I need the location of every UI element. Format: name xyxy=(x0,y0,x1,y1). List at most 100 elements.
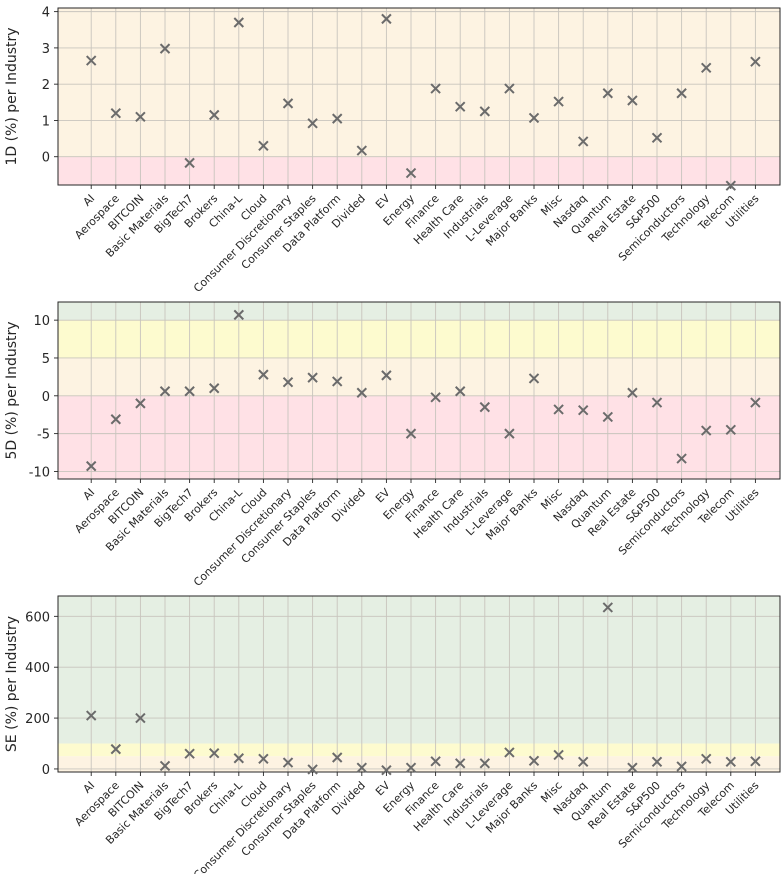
data-point xyxy=(528,755,540,767)
data-point xyxy=(676,761,687,772)
data-point xyxy=(331,376,343,387)
data-point xyxy=(135,398,146,409)
data-point xyxy=(356,387,368,398)
data-point xyxy=(405,167,417,179)
data-point xyxy=(159,386,171,397)
data-point xyxy=(479,758,491,769)
data-point xyxy=(86,460,97,472)
data-point xyxy=(602,88,614,99)
data-point xyxy=(651,756,663,768)
data-point xyxy=(627,95,638,106)
axes-frame xyxy=(57,301,781,480)
data-point xyxy=(159,760,171,772)
data-point xyxy=(258,369,269,380)
data-point xyxy=(209,383,220,394)
data-point xyxy=(676,88,687,99)
y-tick-label: 200 xyxy=(25,712,50,727)
y-tick-label: 0 xyxy=(42,763,50,778)
data-point xyxy=(430,83,441,94)
y-tick-label: -5 xyxy=(37,428,50,443)
data-point xyxy=(110,743,122,755)
data-point xyxy=(184,157,195,169)
data-point xyxy=(282,757,294,768)
data-point xyxy=(553,404,564,415)
data-point xyxy=(381,765,392,776)
data-point xyxy=(307,118,318,129)
data-point xyxy=(577,756,589,768)
data-point xyxy=(528,112,540,124)
data-point xyxy=(750,756,761,767)
data-point xyxy=(504,83,515,94)
y-tick-label: 2 xyxy=(42,78,50,93)
axes-frame xyxy=(57,595,781,773)
data-point xyxy=(430,392,441,403)
data-point xyxy=(258,753,269,764)
data-point xyxy=(381,370,392,381)
band-1 xyxy=(58,156,780,185)
data-point xyxy=(307,372,318,383)
data-point xyxy=(356,145,368,156)
data-point xyxy=(282,98,294,109)
y-axis-label: SE (%) per Industry xyxy=(4,616,20,752)
data-point xyxy=(602,602,614,613)
data-point xyxy=(504,428,515,439)
x-tick-label: AI xyxy=(81,192,98,209)
data-point xyxy=(602,411,614,423)
data-point xyxy=(405,762,417,773)
band-4 xyxy=(58,302,780,321)
data-point xyxy=(700,62,712,74)
y-tick-label: 3 xyxy=(42,42,50,57)
x-tick-label: EV xyxy=(373,486,393,506)
data-point xyxy=(209,747,220,759)
data-point xyxy=(454,758,466,769)
x-tick-label: EV xyxy=(373,192,393,212)
data-point xyxy=(405,428,417,439)
data-point xyxy=(577,136,589,147)
data-point xyxy=(504,747,515,758)
axes-frame xyxy=(57,7,781,186)
data-point xyxy=(577,404,589,416)
band-1 xyxy=(58,395,780,479)
data-point xyxy=(750,56,761,67)
data-point xyxy=(184,748,195,759)
data-point xyxy=(454,386,466,397)
x-tick-label: AI xyxy=(81,486,98,503)
data-point xyxy=(110,107,122,119)
data-point xyxy=(233,753,245,764)
y-tick-label: -10 xyxy=(29,465,50,480)
data-point xyxy=(135,712,146,724)
data-point xyxy=(307,764,318,775)
data-point xyxy=(381,13,392,25)
data-point xyxy=(553,96,564,107)
data-point xyxy=(86,55,97,66)
band-3 xyxy=(58,596,780,744)
y-tick-label: 0 xyxy=(42,151,50,166)
data-point xyxy=(725,180,737,191)
data-point xyxy=(725,424,737,436)
band-3 xyxy=(58,320,780,358)
data-point xyxy=(528,373,540,384)
data-point xyxy=(282,376,294,388)
data-point xyxy=(135,111,146,123)
data-point xyxy=(479,106,491,117)
data-point xyxy=(700,753,712,764)
data-point xyxy=(258,140,269,152)
data-point xyxy=(233,309,245,321)
data-point xyxy=(86,710,97,721)
data-point xyxy=(454,101,466,112)
y-tick-label: 10 xyxy=(33,314,50,329)
data-point xyxy=(159,43,171,54)
data-point xyxy=(700,425,712,436)
data-point xyxy=(725,756,737,768)
y-tick-label: 600 xyxy=(25,610,50,625)
data-point xyxy=(553,749,564,761)
data-point xyxy=(627,387,638,398)
y-tick-label: 5 xyxy=(42,352,50,367)
data-point xyxy=(651,397,663,408)
data-point xyxy=(479,401,491,413)
data-point xyxy=(750,397,761,408)
